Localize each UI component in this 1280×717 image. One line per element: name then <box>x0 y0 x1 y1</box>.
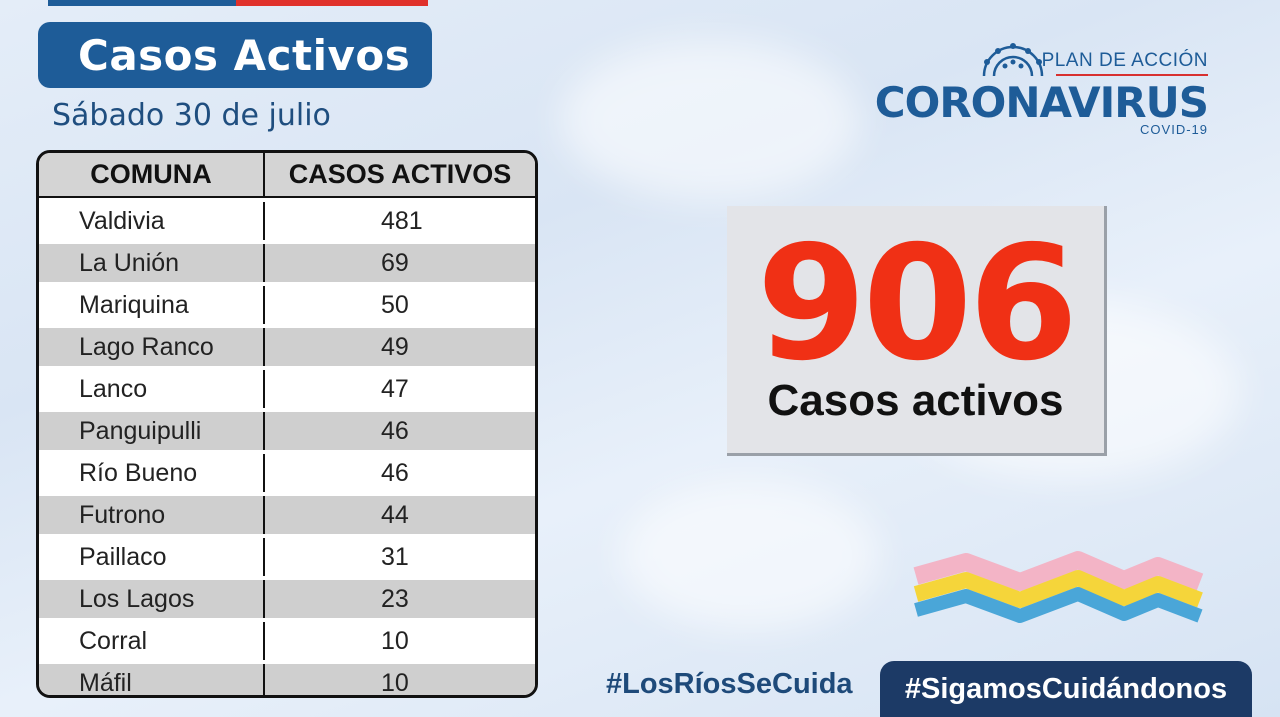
date-label: Sábado 30 de julio <box>52 98 331 133</box>
cell-casos: 23 <box>381 584 409 613</box>
background-cloud <box>560 40 860 200</box>
table-row: Los Lagos 23 <box>39 580 535 618</box>
cell-comuna: Lago Ranco <box>39 328 265 366</box>
cell-casos: 10 <box>381 668 409 697</box>
cell-casos: 69 <box>381 248 409 277</box>
table-header: COMUNA CASOS ACTIVOS <box>39 153 535 198</box>
table-row: Lago Ranco 49 <box>39 328 535 366</box>
table-row: La Unión 69 <box>39 244 535 282</box>
table-row: Valdivia 481 <box>39 202 535 240</box>
hashtag-banner: #SigamosCuidándonos <box>880 661 1252 717</box>
logo-sub-text: COVID-19 <box>1140 122 1208 137</box>
cell-comuna: Máfil <box>39 664 265 695</box>
cell-comuna: Mariquina <box>39 286 265 324</box>
cell-comuna: Río Bueno <box>39 454 265 492</box>
cell-comuna: Futrono <box>39 496 265 534</box>
cell-comuna: Corral <box>39 622 265 660</box>
cell-casos: 10 <box>381 626 409 655</box>
table-row: Paillaco 31 <box>39 538 535 576</box>
table-body: Valdivia 481 La Unión 69 Mariquina 50 Lago Ran… <box>39 202 535 697</box>
cell-casos: 44 <box>381 500 409 529</box>
table-row: Máfil 10 <box>39 664 535 697</box>
cell-casos: 47 <box>381 374 409 403</box>
table-row: Panguipulli 46 <box>39 412 535 450</box>
cases-table: COMUNA CASOS ACTIVOS Valdivia 481 La Unión… <box>36 150 538 698</box>
cell-casos: 46 <box>381 458 409 487</box>
cell-casos: 50 <box>381 290 409 319</box>
cell-comuna: La Unión <box>39 244 265 282</box>
cell-comuna: Panguipulli <box>39 412 265 450</box>
logo-divider <box>1056 74 1208 76</box>
table-row: Río Bueno 46 <box>39 454 535 492</box>
rainbow-wave-decoration <box>913 551 1204 623</box>
header-casos-activos: CASOS ACTIVOS <box>288 159 512 189</box>
coronavirus-logo: PLAN DE ACCIÓN CORONAVIRUS COVID-19 <box>875 43 1209 137</box>
background-cloud <box>620 480 880 630</box>
logo-main-text: CORONAVIRUS <box>874 78 1209 127</box>
top-bar-red <box>236 0 428 6</box>
cell-comuna: Paillaco <box>39 538 265 576</box>
table-row: Corral 10 <box>39 622 535 660</box>
title-banner: Casos Activos <box>38 22 432 88</box>
total-card: 906 Casos activos <box>727 206 1107 456</box>
top-bar-blue <box>48 0 236 6</box>
cell-casos: 481 <box>381 206 423 235</box>
total-value: 906 <box>756 212 1079 396</box>
cell-comuna: Lanco <box>39 370 265 408</box>
hashtag-sigamos: #SigamosCuidándonos <box>904 672 1228 705</box>
cell-comuna: Los Lagos <box>39 580 265 618</box>
cell-casos: 49 <box>381 332 409 361</box>
table-row: Mariquina 50 <box>39 286 535 324</box>
hashtag-los-rios: #LosRíosSeCuida <box>606 668 853 700</box>
logo-plan-text: PLAN DE ACCIÓN <box>1041 50 1208 71</box>
header-comuna: COMUNA <box>39 153 265 196</box>
cell-comuna: Valdivia <box>39 202 265 240</box>
cell-casos: 46 <box>381 416 409 445</box>
table-row: Lanco 47 <box>39 370 535 408</box>
page-title: Casos Activos <box>78 30 411 80</box>
cell-casos: 31 <box>381 542 409 571</box>
virus-icon <box>982 43 1044 77</box>
total-label: Casos activos <box>767 376 1064 425</box>
table-row: Futrono 44 <box>39 496 535 534</box>
